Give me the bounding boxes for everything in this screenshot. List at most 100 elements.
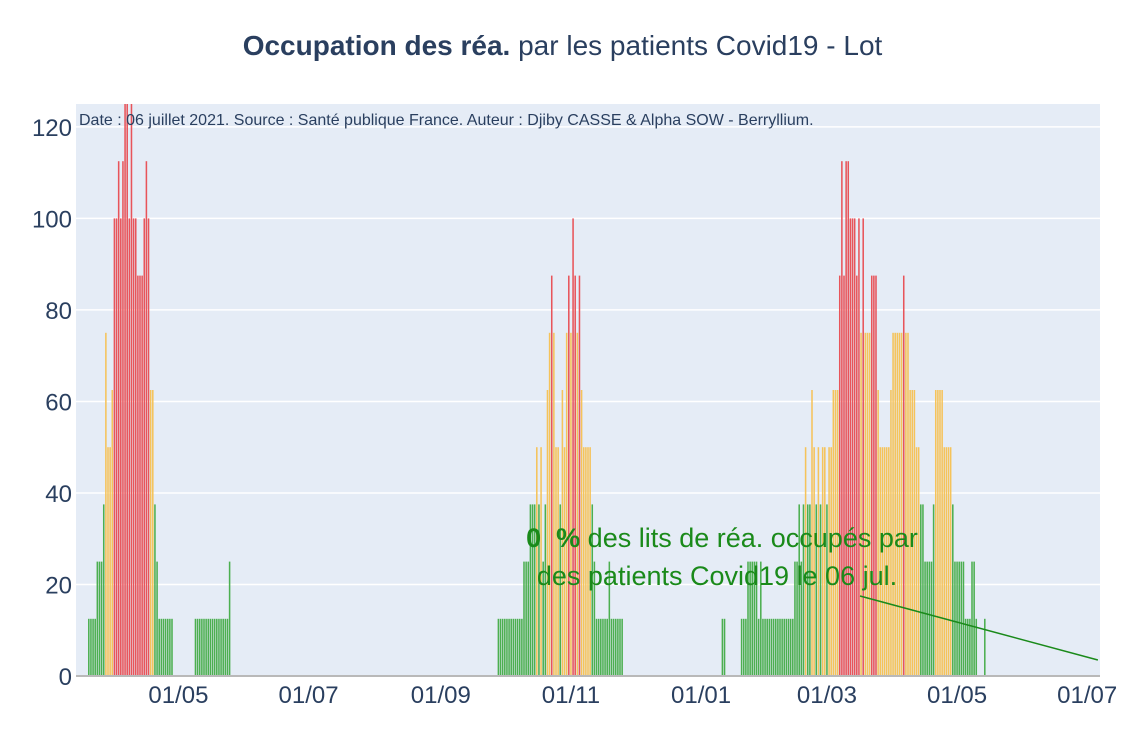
bar <box>117 161 120 676</box>
y-tick-label: 0 <box>59 664 72 691</box>
bar <box>875 275 877 676</box>
bar <box>836 390 839 676</box>
bar <box>832 390 835 676</box>
bar <box>785 618 788 676</box>
bar <box>88 618 90 676</box>
bar <box>821 447 824 676</box>
bar <box>149 390 152 676</box>
bar <box>858 218 860 676</box>
bar <box>602 618 604 676</box>
x-tick-label: 01/01 <box>671 682 731 709</box>
bar <box>984 618 986 676</box>
bar <box>209 618 212 676</box>
bar <box>747 561 749 676</box>
bar <box>877 390 879 676</box>
bar <box>815 504 818 676</box>
bar <box>228 561 231 676</box>
bar <box>194 618 197 676</box>
x-tick-label: 01/09 <box>411 682 471 709</box>
bar <box>555 447 557 676</box>
bar <box>600 618 602 676</box>
bar <box>516 618 519 676</box>
annotation-arrow <box>859 595 1099 661</box>
bar <box>107 447 109 676</box>
bar <box>902 275 905 676</box>
bar <box>222 618 224 676</box>
bar <box>139 275 141 676</box>
bar <box>160 618 163 676</box>
bar <box>587 447 589 676</box>
bar <box>619 618 621 676</box>
bar <box>169 618 171 676</box>
bar <box>864 332 867 676</box>
bar <box>544 504 547 676</box>
bar <box>608 561 611 676</box>
bar <box>591 504 594 676</box>
bar <box>523 561 525 676</box>
bar <box>751 561 754 676</box>
bar <box>920 504 922 676</box>
x-tick-label: 01/03 <box>797 682 857 709</box>
bar <box>926 561 928 676</box>
bar <box>559 504 562 676</box>
bar <box>521 618 523 676</box>
bar <box>911 390 914 676</box>
bar <box>847 161 850 676</box>
chart-title-bold: Occupation des réa. <box>242 30 511 61</box>
bar <box>757 618 760 676</box>
x-tick-label: 01/11 <box>542 682 600 709</box>
bar <box>218 618 220 676</box>
bar <box>612 618 615 676</box>
bar <box>804 447 807 676</box>
y-tick-label: 20 <box>45 572 72 599</box>
bar <box>834 390 837 676</box>
bar <box>504 618 506 676</box>
bar <box>915 447 918 676</box>
bar <box>843 275 845 676</box>
bars <box>88 104 986 676</box>
bar <box>958 561 960 676</box>
bar <box>762 618 764 676</box>
bar <box>597 618 600 676</box>
bar <box>885 447 888 676</box>
bar <box>879 447 882 676</box>
bar <box>913 390 916 676</box>
annotation-line2: des patients Covid19 le 06 jul. <box>537 561 897 591</box>
annotation-percent: 0 % <box>526 523 580 553</box>
bar <box>128 218 131 676</box>
bar <box>518 618 521 676</box>
bar <box>617 618 619 676</box>
bar <box>576 332 579 676</box>
bar <box>595 618 598 676</box>
bar <box>755 561 758 676</box>
bar <box>126 104 128 676</box>
bar <box>499 618 502 676</box>
bar <box>937 390 939 676</box>
y-tick-label: 120 <box>32 115 72 142</box>
bar <box>796 561 798 676</box>
bar <box>888 447 890 676</box>
bar <box>849 218 852 676</box>
x-tick-label: 01/07 <box>1057 682 1117 709</box>
bar <box>224 618 227 676</box>
bar <box>226 618 229 676</box>
bar <box>742 618 745 676</box>
bar <box>924 561 926 676</box>
bar <box>506 618 508 676</box>
bar <box>580 390 583 676</box>
bar <box>862 218 864 676</box>
source-note: Date : 06 juillet 2021. Source : Santé p… <box>79 112 814 129</box>
bar <box>533 504 536 676</box>
bar <box>954 561 956 676</box>
bar <box>536 447 538 676</box>
bar <box>860 332 862 676</box>
bar <box>971 561 973 676</box>
bar <box>497 618 500 676</box>
bar <box>501 618 504 676</box>
bar <box>898 332 901 676</box>
bar <box>941 390 943 676</box>
bar <box>546 390 549 676</box>
bar <box>772 618 775 676</box>
bar <box>582 447 585 676</box>
bar <box>838 275 841 676</box>
